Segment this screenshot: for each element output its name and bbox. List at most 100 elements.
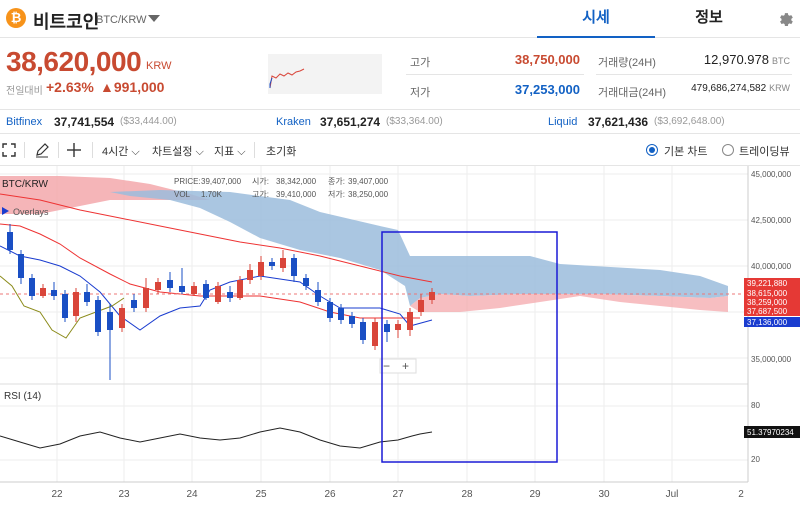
x-tick: 26 (324, 489, 336, 500)
candle (372, 322, 378, 346)
legend-price-label: PRICE: (174, 177, 201, 186)
candle (291, 258, 297, 276)
change-value: ▲991,000 (100, 79, 165, 95)
exchange-bar: Bitfinex 37,741,554 ($33,444.00) Kraken … (0, 110, 800, 134)
candle (167, 280, 173, 288)
high-label: 고가 (410, 57, 431, 69)
high-value: 38,750,000 (514, 52, 580, 67)
divider (406, 74, 584, 75)
rsi-value: 51.37970234 (747, 428, 794, 437)
x-tick: 30 (598, 489, 610, 500)
rsi-label: RSI (14) (4, 391, 41, 402)
legend-vol: 1.70K (201, 190, 223, 199)
candle (179, 286, 185, 292)
divider (254, 142, 255, 158)
rsi-value-tag (744, 426, 800, 438)
fullscreen-icon[interactable] (2, 143, 16, 157)
indicators-menu[interactable]: 지표 ⌵ (214, 146, 246, 158)
chart-area[interactable]: BTC/KRW Overlays PRICE: 39,407,000 시가: 3… (0, 166, 800, 508)
reset-button[interactable]: 초기화 (266, 146, 297, 158)
legend-low-label: 저가: (328, 190, 345, 199)
candle (360, 322, 366, 340)
volume-label: 거래량(24H) (598, 57, 656, 69)
amount-label: 거래대금(24H) (598, 87, 666, 99)
tab-info[interactable]: 정보 (695, 9, 723, 26)
legend-open-label: 시가: (252, 177, 269, 186)
candle (29, 278, 35, 296)
ma-line-red (0, 193, 433, 283)
candle (258, 262, 264, 276)
candle (315, 290, 321, 302)
price-tick: 45,000,000 (751, 170, 792, 179)
change-label: 전일대비 (6, 86, 43, 97)
change-percent: +2.63% (46, 79, 94, 95)
current-price: 38,620,000 (6, 46, 142, 77)
ohlc-legend: PRICE: 39,407,000 시가: 38,342,000 종가: 39,… (174, 177, 389, 199)
candle (407, 312, 413, 330)
candle (280, 258, 286, 268)
chevron-down-icon[interactable] (148, 15, 160, 22)
exchange-price: 37,741,554 (54, 115, 115, 129)
tab-sise[interactable]: 시세 (537, 0, 655, 38)
interval-select[interactable]: 4시간 ⌵ (102, 146, 140, 158)
price-tag-label: 38,615,000 (747, 289, 788, 298)
ichimoku-cloud-bearish (110, 190, 728, 306)
candle (227, 292, 233, 298)
candle (107, 312, 113, 330)
legend-close: 39,407,000 (348, 177, 389, 186)
ticker-panel: 38,620,000 KRW 전일대비 +2.63% ▲991,000 고가 3… (0, 38, 800, 110)
price-tag (744, 288, 800, 298)
zoom-in-button[interactable]: + (402, 359, 409, 373)
price-tag-label: 37,687,500 (747, 307, 788, 316)
lagging-span (0, 275, 125, 339)
exchange-name[interactable]: Liquid (548, 116, 578, 128)
chart-settings-menu[interactable]: 차트설정 ⌵ (152, 146, 204, 158)
candle (349, 316, 355, 324)
zoom-out-button[interactable]: − (383, 359, 390, 373)
candle (131, 300, 137, 308)
legend-close-label: 종가: (328, 177, 345, 186)
divider (92, 142, 93, 158)
x-tick: 23 (118, 489, 130, 500)
candle (338, 308, 344, 320)
header: ₿ 비트코인 BTC/KRW 시세 정보 (0, 0, 800, 38)
legend-high: 39,410,000 (276, 190, 317, 199)
crosshair-icon[interactable] (66, 142, 82, 158)
exchange-name[interactable]: Kraken (276, 116, 311, 128)
gear-icon[interactable] (776, 9, 794, 27)
divider (596, 74, 792, 75)
candle (269, 262, 275, 266)
candle (155, 282, 161, 290)
price-unit: KRW (146, 60, 172, 72)
candle (237, 280, 243, 298)
pencil-icon[interactable] (34, 142, 50, 158)
tradingview-label[interactable]: 트레이딩뷰 (739, 146, 790, 158)
tradingview-radio[interactable] (722, 144, 734, 156)
candle (84, 292, 90, 302)
candle (40, 288, 46, 296)
basic-chart-radio[interactable] (646, 144, 658, 156)
candlestick-chart[interactable]: BTC/KRW Overlays PRICE: 39,407,000 시가: 3… (0, 166, 800, 508)
basic-chart-label[interactable]: 기본 차트 (664, 146, 708, 158)
overlays-toggle[interactable]: Overlays (13, 207, 49, 217)
price-tag-label: 37,136,000 (747, 318, 788, 327)
candle (429, 292, 435, 300)
x-axis[interactable]: 22 23 24 25 26 27 28 29 30 Jul 2 (51, 489, 744, 500)
exchange-usd: ($33,364.00) (386, 116, 443, 127)
price-tick: 35,000,000 (751, 355, 792, 364)
zoom-controls (379, 358, 417, 374)
price-tag (744, 278, 800, 288)
rsi-line (0, 427, 433, 449)
legend-high-label: 고가: (252, 190, 269, 199)
x-tick: 22 (51, 489, 63, 500)
x-tick: 27 (392, 489, 404, 500)
low-label: 저가 (410, 87, 431, 99)
price-axis[interactable]: 45,000,000 42,500,000 40,000,000 35,000,… (751, 170, 792, 464)
ichimoku-cloud-bullish (410, 294, 728, 312)
selection-box (381, 231, 558, 463)
rsi-tick: 80 (751, 401, 760, 410)
exchange-price: 37,621,436 (588, 115, 649, 129)
price-tag-label: 38,259,000 (747, 298, 788, 307)
exchange-name[interactable]: Bitfinex (6, 116, 43, 128)
candle (62, 294, 68, 318)
